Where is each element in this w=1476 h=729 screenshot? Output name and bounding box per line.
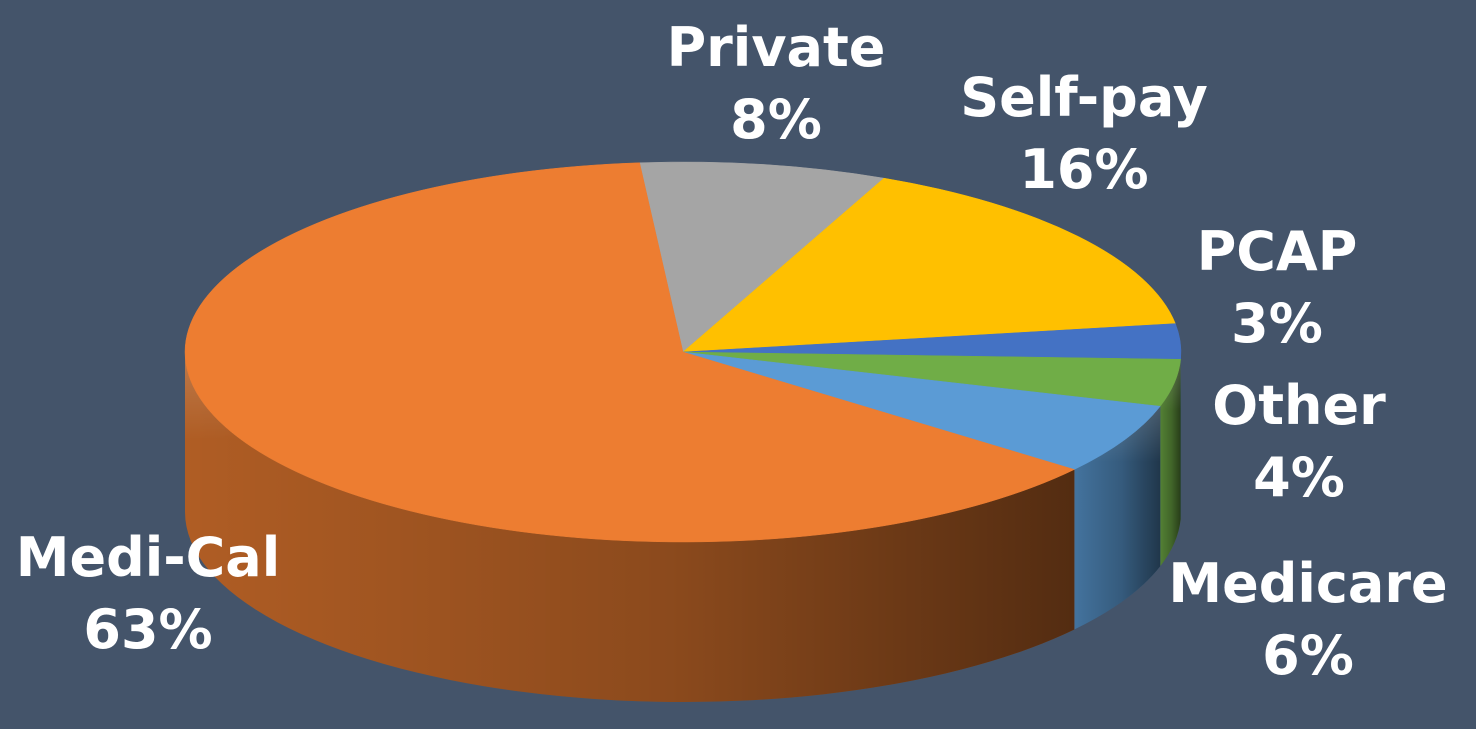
slice-label-private: Private 8% [667,12,886,156]
slice-value-private: 8% [730,88,822,151]
slice-private [639,161,885,353]
slice-value-medi-cal: 63% [83,598,213,661]
slice-value-other: 4% [1253,446,1345,509]
slice-value-self-pay: 16% [1019,138,1149,201]
slice-name-self-pay: Self-pay [960,66,1208,129]
slice-name-medicare: Medicare [1168,552,1448,615]
slice-medicare [682,351,1161,470]
slice-label-self-pay: Self-pay 16% [960,62,1208,206]
slice-value-medicare: 6% [1262,624,1354,687]
slice-name-pcap: PCAP [1196,220,1358,283]
slice-name-medi-cal: Medi-Cal [15,526,281,589]
slice-name-other: Other [1212,374,1386,437]
slice-side-highlight-medicare [1074,406,1161,630]
slice-side-highlight-other [1160,359,1181,567]
slice-label-medicare: Medicare 6% [1168,548,1447,692]
slice-self-pay [682,177,1176,353]
slice-value-pcap: 3% [1231,292,1323,355]
slice-label-medi-cal: Medi-Cal 63% [16,522,281,666]
slice-label-pcap: PCAP 3% [1197,216,1358,360]
slice-medi-cal [184,162,1076,543]
slice-label-other: Other 4% [1212,370,1385,514]
slice-name-private: Private [666,16,886,79]
slice-side-highlight-medi-cal [185,352,1075,702]
